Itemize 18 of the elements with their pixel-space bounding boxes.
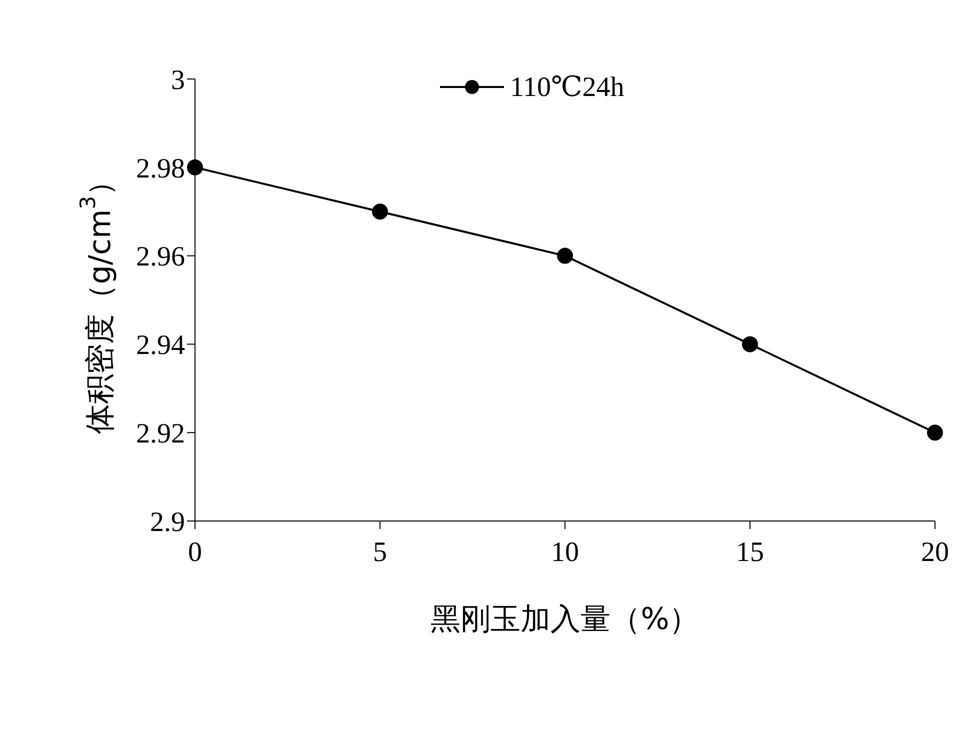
- y-tick-label: 2.9: [150, 506, 185, 538]
- x-tick-label: 10: [551, 536, 579, 568]
- x-tick-label: 20: [921, 536, 949, 568]
- point: [187, 159, 203, 176]
- point: [927, 424, 943, 441]
- point: [372, 204, 388, 220]
- x-tick-label: 15: [736, 536, 764, 568]
- legend-label: 110℃24h: [510, 71, 624, 104]
- x-axis-title: 黑刚玉加入量（%）: [430, 602, 700, 637]
- x-tick-label: 0: [188, 536, 202, 568]
- y-tick-label: 2.92: [136, 418, 185, 450]
- point: [557, 248, 573, 264]
- y-tick-label: 2.96: [136, 242, 185, 273]
- x-tick-label: 5: [373, 536, 387, 568]
- y-tick-label: 3: [171, 64, 185, 96]
- y-tick-label: 2.94: [136, 330, 185, 362]
- point: [742, 336, 758, 352]
- y-tick-label: 2.98: [136, 153, 185, 184]
